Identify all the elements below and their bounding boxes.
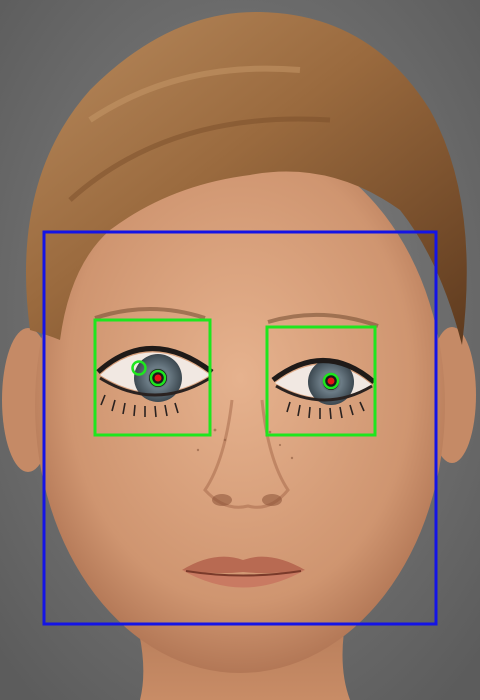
left-pupil-circle bbox=[149, 369, 167, 387]
right-eye-bounding-box bbox=[265, 325, 377, 437]
right-pupil-circle bbox=[322, 372, 340, 390]
left-eye-bounding-box bbox=[93, 318, 212, 437]
face-bounding-box bbox=[42, 230, 438, 626]
left-pupil-dot bbox=[154, 374, 162, 382]
right-pupil-dot bbox=[327, 377, 335, 385]
eye-candidate-circle bbox=[131, 360, 147, 376]
